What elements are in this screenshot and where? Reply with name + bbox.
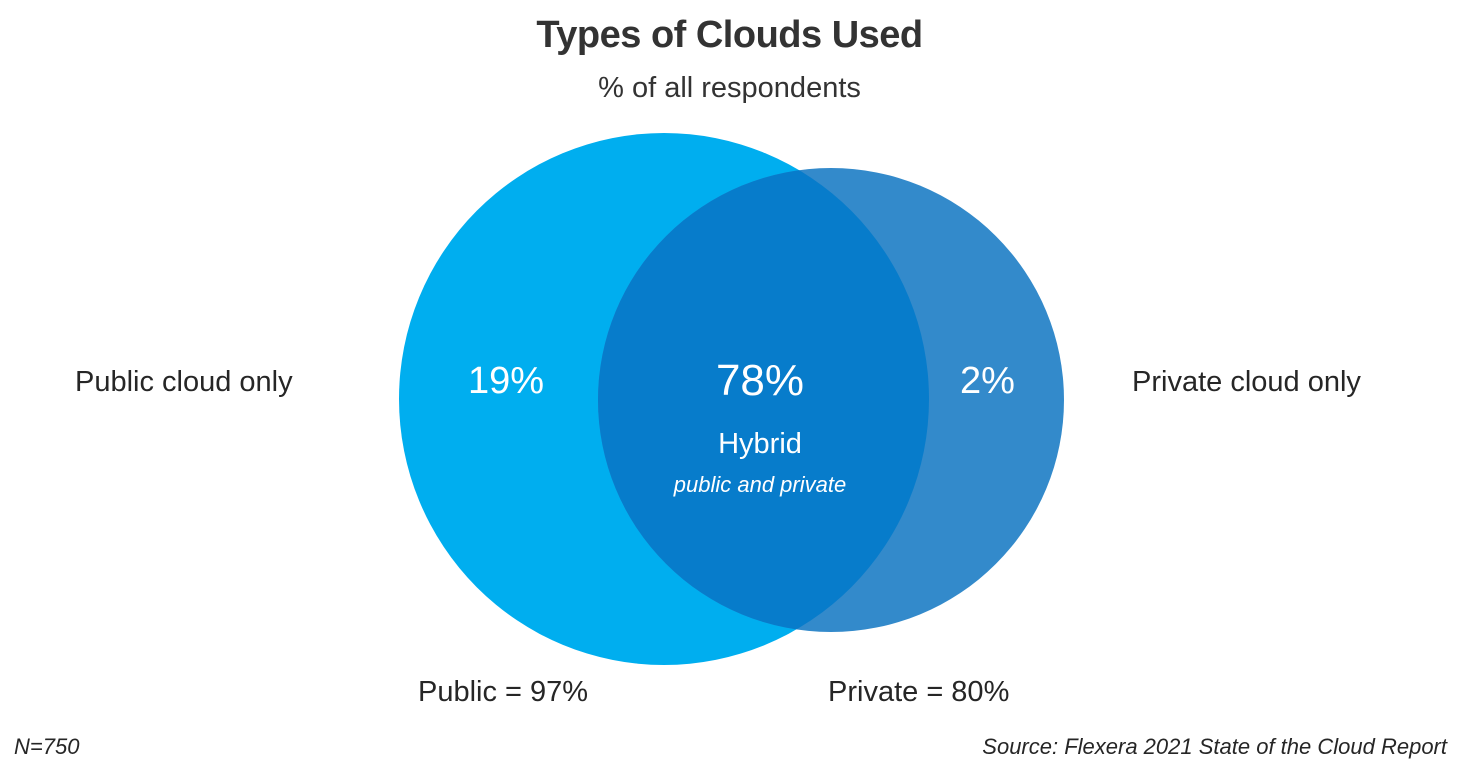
sample-size: N=750 <box>14 734 80 759</box>
chart-title: Types of Clouds Used <box>536 14 923 56</box>
public-only-label: Public cloud only <box>75 366 293 398</box>
private-only-value: 2% <box>960 360 1015 402</box>
hybrid-value: 78% <box>715 356 805 405</box>
public-only-value: 19% <box>468 360 545 402</box>
hybrid-label: Hybrid <box>718 428 802 460</box>
public-total: Public = 97% <box>418 676 589 708</box>
hybrid-overlap <box>598 168 929 632</box>
private-total: Private = 80% <box>828 676 1010 708</box>
hybrid-sublabel: public and private <box>673 472 847 497</box>
source-note: Source: Flexera 2021 State of the Cloud … <box>982 734 1447 759</box>
chart-subtitle: % of all respondents <box>598 72 861 104</box>
private-only-label: Private cloud only <box>1132 366 1361 398</box>
